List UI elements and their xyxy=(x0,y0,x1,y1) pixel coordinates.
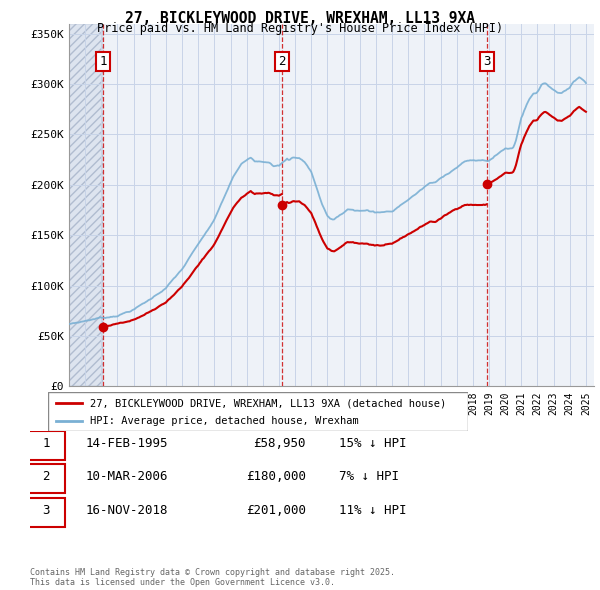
Text: Price paid vs. HM Land Registry's House Price Index (HPI): Price paid vs. HM Land Registry's House … xyxy=(97,22,503,35)
Text: 11% ↓ HPI: 11% ↓ HPI xyxy=(339,504,407,517)
Text: HPI: Average price, detached house, Wrexham: HPI: Average price, detached house, Wrex… xyxy=(90,416,359,426)
Text: 1: 1 xyxy=(100,55,107,68)
Text: 2: 2 xyxy=(42,470,50,483)
Text: 3: 3 xyxy=(42,504,50,517)
Text: 27, BICKLEYWOOD DRIVE, WREXHAM, LL13 9XA: 27, BICKLEYWOOD DRIVE, WREXHAM, LL13 9XA xyxy=(125,11,475,25)
Text: 2: 2 xyxy=(278,55,286,68)
Text: £180,000: £180,000 xyxy=(246,470,306,483)
Text: 7% ↓ HPI: 7% ↓ HPI xyxy=(339,470,399,483)
Text: 10-MAR-2006: 10-MAR-2006 xyxy=(85,470,168,483)
FancyBboxPatch shape xyxy=(27,431,65,460)
Text: £201,000: £201,000 xyxy=(246,504,306,517)
Bar xyxy=(69,24,103,386)
Text: Contains HM Land Registry data © Crown copyright and database right 2025.
This d: Contains HM Land Registry data © Crown c… xyxy=(30,568,395,587)
FancyBboxPatch shape xyxy=(27,464,65,493)
Text: 14-FEB-1995: 14-FEB-1995 xyxy=(85,437,168,450)
Text: 1: 1 xyxy=(42,437,50,450)
Text: 15% ↓ HPI: 15% ↓ HPI xyxy=(339,437,407,450)
FancyBboxPatch shape xyxy=(27,498,65,527)
Text: 27, BICKLEYWOOD DRIVE, WREXHAM, LL13 9XA (detached house): 27, BICKLEYWOOD DRIVE, WREXHAM, LL13 9XA… xyxy=(90,398,446,408)
Text: £58,950: £58,950 xyxy=(254,437,306,450)
Text: 3: 3 xyxy=(484,55,491,68)
Text: 16-NOV-2018: 16-NOV-2018 xyxy=(85,504,168,517)
